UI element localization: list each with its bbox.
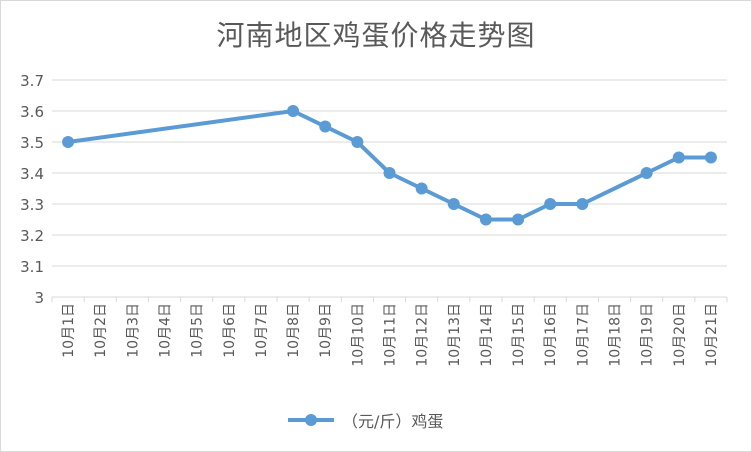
y-tick-label: 3 (34, 289, 44, 307)
y-tick-label: 3.7 (20, 72, 44, 90)
x-tick-label: 10月2日 (93, 303, 109, 358)
data-point (351, 136, 364, 148)
y-tick-label: 3.3 (20, 196, 44, 214)
y-tick-label: 3.6 (20, 103, 44, 121)
x-tick-label: 10月8日 (286, 303, 302, 358)
data-point (383, 167, 396, 179)
legend-marker (288, 408, 334, 432)
y-tick-label: 3.2 (20, 227, 44, 245)
x-tick-label: 10月4日 (158, 303, 174, 358)
data-point (640, 167, 653, 179)
x-tick-label: 10月19日 (640, 303, 656, 367)
legend-label: （元/斤）鸡蛋 (342, 412, 444, 431)
data-point (319, 120, 332, 133)
data-point (447, 198, 460, 210)
data-point (62, 136, 75, 148)
series-line-0 (66, 109, 713, 222)
x-tick-label: 10月20日 (672, 303, 688, 367)
data-point (544, 198, 557, 210)
x-tick-label: 10月9日 (318, 303, 334, 358)
chart-title: 河南地区鸡蛋价格走势图 (216, 19, 536, 52)
x-tick-label: 10月1日 (61, 303, 77, 358)
data-point (479, 213, 492, 226)
data-point (672, 151, 685, 164)
x-tick-label: 10月18日 (608, 303, 624, 367)
x-tick-label: 10月6日 (222, 303, 238, 358)
x-tick-label: 10月7日 (254, 303, 270, 358)
data-point (512, 213, 525, 226)
y-tick-label: 3.5 (20, 134, 44, 152)
x-tick-label: 10月12日 (415, 303, 431, 367)
y-tick-label: 3.1 (20, 258, 44, 276)
x-tick-label: 10月21日 (704, 303, 720, 367)
x-tick-label: 10月16日 (543, 303, 559, 367)
x-tick-label: 10月3日 (125, 303, 141, 358)
legend-dot (305, 414, 317, 426)
x-tick-label: 10月14日 (479, 303, 495, 367)
x-tick-label: 10月5日 (190, 303, 206, 358)
y-tick-label: 3.4 (20, 165, 44, 183)
x-tick-label: 10月15日 (511, 303, 527, 367)
x-tick-label: 10月17日 (575, 303, 591, 367)
data-point (704, 151, 717, 164)
x-tick-label: 10月11日 (383, 303, 399, 367)
data-point (415, 182, 428, 195)
legend: （元/斤）鸡蛋 (288, 408, 443, 432)
data-point (287, 105, 300, 117)
x-tick-label: 10月10日 (350, 303, 366, 367)
x-tick-label: 10月13日 (447, 303, 463, 367)
data-point (576, 198, 589, 210)
